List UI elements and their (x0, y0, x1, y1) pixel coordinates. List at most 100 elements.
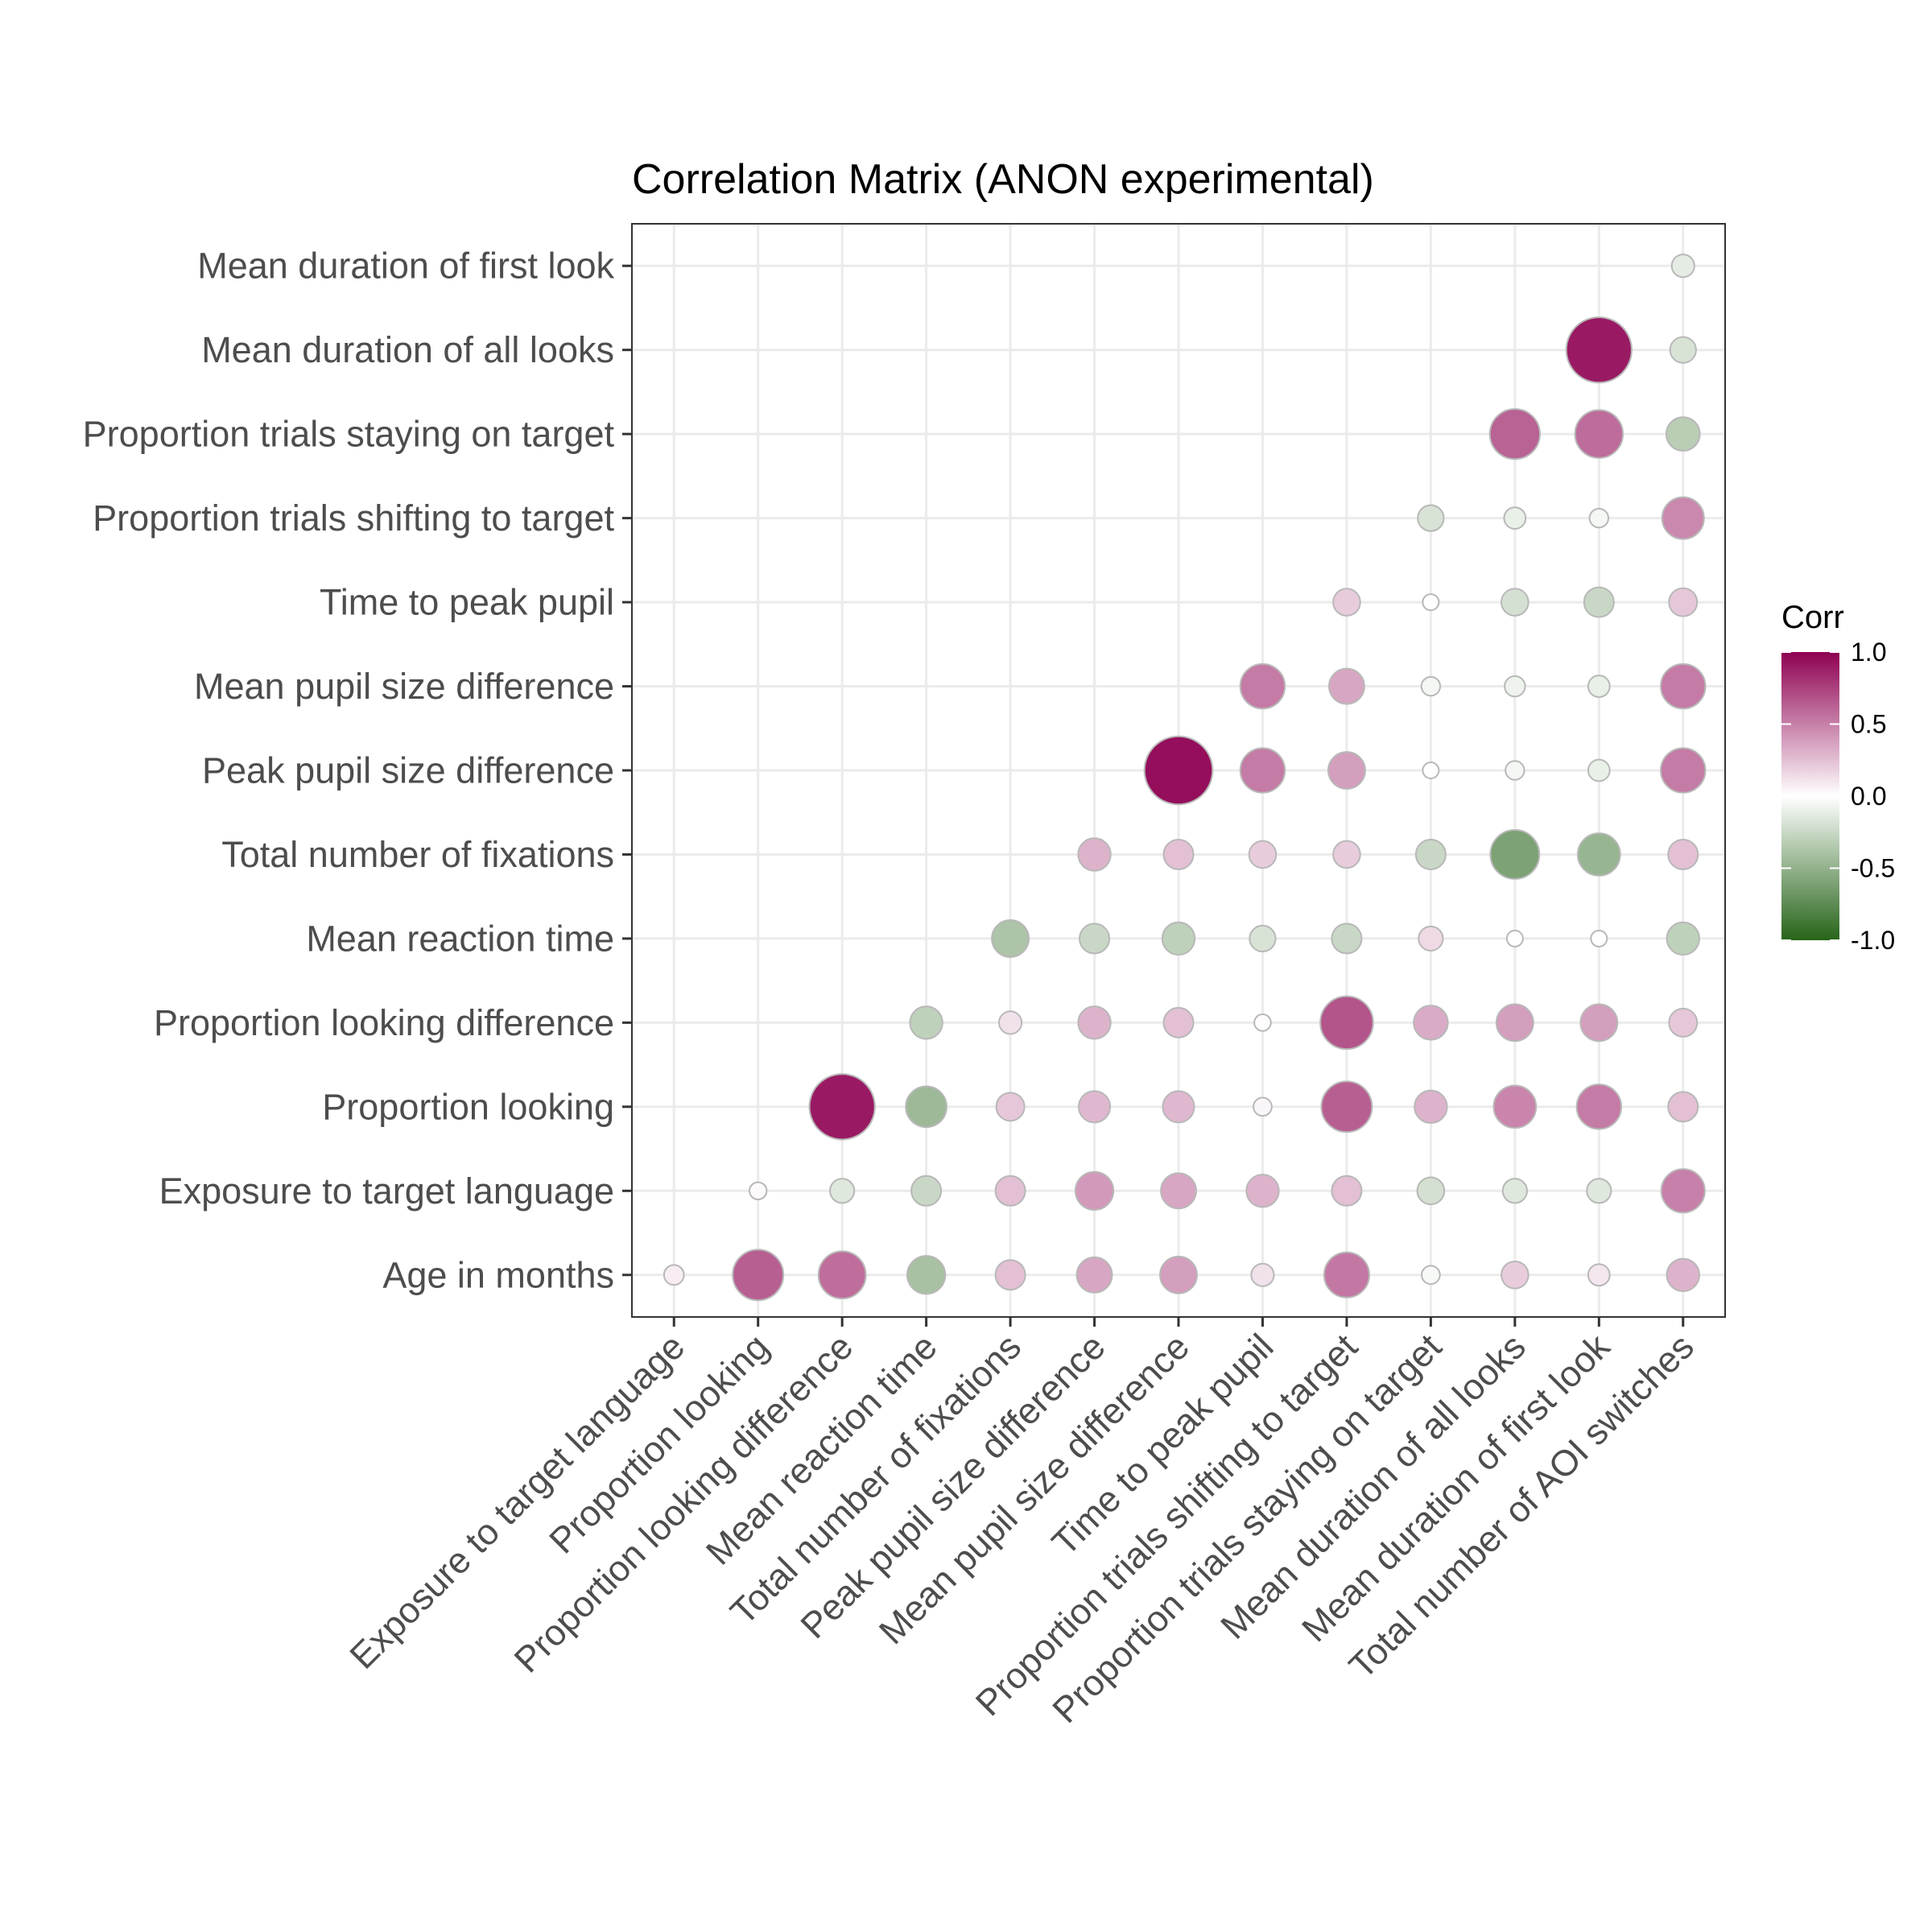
y-tick-label: Proportion looking difference (154, 1002, 614, 1043)
corr-dot-exposure-to-target-language-vs-mean-reaction-time (910, 1174, 943, 1207)
corr-dot-mean-duration-of-all-looks-vs-total-number-of-aoi-switches (1669, 336, 1697, 364)
corr-dot-proportion-looking-difference-vs-total-number-of-aoi-switches (1668, 1007, 1699, 1038)
corr-dot-exposure-to-target-language-vs-proportion-trials-staying-on-target (1416, 1176, 1446, 1206)
corr-dot-proportion-trials-shifting-to-target-vs-mean-duration-of-first-look (1588, 507, 1610, 529)
corr-dot-proportion-looking-vs-mean-duration-of-first-look (1575, 1084, 1622, 1130)
corr-dot-exposure-to-target-language-vs-proportion-trials-shifting-to-target (1331, 1174, 1363, 1207)
corr-dot-mean-reaction-time-vs-proportion-trials-staying-on-target (1418, 925, 1444, 952)
corr-dot-mean-pupil-size-difference-vs-proportion-trials-staying-on-target (1420, 675, 1442, 697)
corr-dot-total-number-of-fixations-vs-peak-pupil-size-difference (1077, 837, 1112, 872)
corr-dot-exposure-to-target-language-vs-mean-duration-of-first-look (1586, 1178, 1612, 1204)
corr-dot-time-to-peak-pupil-vs-mean-duration-of-first-look (1583, 586, 1615, 618)
corr-dot-exposure-to-target-language-vs-time-to-peak-pupil (1245, 1174, 1280, 1208)
corr-dot-age-in-months-vs-proportion-looking-difference (817, 1250, 867, 1300)
corr-dot-age-in-months-vs-proportion-looking (732, 1249, 785, 1302)
corr-dot-peak-pupil-size-difference-vs-mean-duration-of-all-looks (1505, 760, 1525, 781)
corr-dot-proportion-looking-vs-total-number-of-fixations (995, 1092, 1026, 1122)
corr-dot-proportion-trials-staying-on-target-vs-mean-duration-of-first-look (1574, 409, 1624, 459)
y-tick-label: Mean duration of first look (197, 246, 614, 287)
corr-dot-mean-duration-of-all-looks-vs-mean-duration-of-first-look (1565, 316, 1633, 384)
corr-dot-age-in-months-vs-total-number-of-fixations (994, 1259, 1026, 1291)
legend-tick-label: 0.0 (1851, 782, 1886, 811)
corr-dot-peak-pupil-size-difference-vs-time-to-peak-pupil (1239, 747, 1286, 794)
corr-dot-exposure-to-target-language-vs-proportion-looking (749, 1181, 768, 1200)
corr-dot-time-to-peak-pupil-vs-proportion-trials-shifting-to-target (1332, 588, 1361, 617)
corr-dot-proportion-looking-vs-peak-pupil-size-difference (1078, 1090, 1112, 1124)
y-tick-label: Time to peak pupil (320, 582, 614, 623)
corr-dot-proportion-looking-difference-vs-mean-pupil-size-difference (1162, 1006, 1195, 1038)
corr-dot-mean-pupil-size-difference-vs-mean-duration-of-first-look (1587, 675, 1611, 698)
corr-dot-age-in-months-vs-mean-duration-of-all-looks (1501, 1260, 1530, 1290)
legend-tick-label: -0.5 (1851, 854, 1895, 883)
y-tick-label: Age in months (382, 1254, 614, 1295)
corr-dot-proportion-looking-vs-proportion-trials-shifting-to-target (1320, 1080, 1373, 1133)
y-tick-label: Proportion trials shifting to target (93, 497, 614, 539)
color-legend: Corr 1.0 0.5 0.0 -0.5 -1.0 (1781, 600, 1895, 955)
corr-dot-total-number-of-fixations-vs-proportion-trials-shifting-to-target (1332, 840, 1361, 869)
corr-dot-proportion-looking-vs-proportion-trials-staying-on-target (1414, 1089, 1448, 1125)
corr-dot-time-to-peak-pupil-vs-total-number-of-aoi-switches (1668, 587, 1699, 617)
y-tick-label: Mean pupil size difference (194, 666, 614, 707)
corr-dot-proportion-looking-difference-vs-proportion-trials-staying-on-target (1413, 1005, 1449, 1041)
y-tick-label: Peak pupil size difference (202, 750, 614, 791)
legend-title: Corr (1781, 600, 1844, 635)
corr-dot-age-in-months-vs-proportion-trials-shifting-to-target (1323, 1251, 1370, 1298)
corr-dot-age-in-months-vs-mean-pupil-size-difference (1159, 1255, 1198, 1294)
corr-dot-total-number-of-fixations-vs-mean-duration-of-first-look (1576, 832, 1621, 877)
legend-tick-label: 1.0 (1851, 638, 1886, 667)
corr-dot-age-in-months-vs-exposure-to-target-language (663, 1264, 685, 1286)
corr-dot-proportion-trials-staying-on-target-vs-mean-duration-of-all-looks (1488, 408, 1541, 460)
corr-dot-total-number-of-fixations-vs-total-number-of-aoi-switches (1667, 838, 1699, 870)
y-tick-label: Exposure to target language (159, 1170, 614, 1212)
corr-dot-proportion-looking-difference-vs-total-number-of-fixations (997, 1010, 1023, 1035)
corr-dot-proportion-looking-vs-time-to-peak-pupil (1253, 1096, 1273, 1117)
corr-dot-mean-reaction-time-vs-total-number-of-aoi-switches (1666, 921, 1700, 956)
corr-dot-mean-pupil-size-difference-vs-mean-duration-of-all-looks (1504, 675, 1526, 698)
corr-dot-age-in-months-vs-mean-reaction-time (906, 1255, 947, 1295)
corr-dot-time-to-peak-pupil-vs-mean-duration-of-all-looks (1501, 588, 1530, 617)
y-tick-label: Proportion looking (322, 1086, 614, 1127)
corr-dot-proportion-looking-vs-total-number-of-aoi-switches (1667, 1091, 1699, 1123)
y-tick-label: Mean reaction time (306, 918, 614, 959)
corr-dot-proportion-looking-difference-vs-mean-reaction-time (909, 1005, 943, 1040)
corr-dot-mean-pupil-size-difference-vs-proportion-trials-shifting-to-target (1328, 667, 1365, 705)
y-tick-label: Total number of fixations (221, 834, 614, 875)
corr-dot-peak-pupil-size-difference-vs-proportion-trials-staying-on-target (1422, 762, 1440, 779)
corr-dot-exposure-to-target-language-vs-total-number-of-fixations (994, 1174, 1026, 1207)
corr-dot-total-number-of-fixations-vs-mean-duration-of-all-looks (1489, 829, 1541, 880)
legend-tick-label: 0.5 (1851, 710, 1886, 739)
corr-dot-proportion-trials-shifting-to-target-vs-total-number-of-aoi-switches (1661, 496, 1705, 540)
corr-dot-proportion-looking-vs-mean-pupil-size-difference (1162, 1090, 1195, 1124)
corr-dot-age-in-months-vs-time-to-peak-pupil (1250, 1262, 1275, 1287)
corr-dot-age-in-months-vs-mean-duration-of-first-look (1587, 1263, 1611, 1287)
corr-dot-peak-pupil-size-difference-vs-total-number-of-aoi-switches (1660, 747, 1707, 794)
corr-dot-mean-duration-of-first-look-vs-total-number-of-aoi-switches (1670, 254, 1695, 279)
corr-dot-exposure-to-target-language-vs-mean-duration-of-all-looks (1501, 1178, 1528, 1204)
corr-dot-total-number-of-fixations-vs-proportion-trials-staying-on-target (1414, 838, 1447, 870)
corr-dot-proportion-looking-vs-proportion-looking-difference (808, 1073, 876, 1141)
corr-dot-mean-reaction-time-vs-mean-pupil-size-difference (1161, 921, 1196, 956)
corr-dot-proportion-looking-difference-vs-mean-duration-of-first-look (1579, 1003, 1619, 1042)
corr-dot-age-in-months-vs-peak-pupil-size-difference (1075, 1256, 1113, 1294)
corr-dot-peak-pupil-size-difference-vs-proportion-trials-shifting-to-target (1327, 751, 1366, 790)
corr-dot-proportion-trials-shifting-to-target-vs-mean-duration-of-all-looks (1503, 506, 1527, 530)
corr-dot-peak-pupil-size-difference-vs-mean-duration-of-first-look (1587, 758, 1611, 782)
y-tick-label: Mean duration of all looks (201, 329, 614, 370)
corr-dot-mean-reaction-time-vs-proportion-trials-shifting-to-target (1331, 923, 1363, 955)
corr-dot-mean-pupil-size-difference-vs-time-to-peak-pupil (1239, 663, 1286, 710)
corr-dot-peak-pupil-size-difference-vs-mean-pupil-size-difference (1143, 735, 1214, 806)
corr-dot-mean-reaction-time-vs-mean-duration-of-first-look (1590, 929, 1608, 947)
corr-dot-age-in-months-vs-proportion-trials-staying-on-target (1421, 1265, 1441, 1286)
corr-dot-exposure-to-target-language-vs-proportion-looking-difference (829, 1178, 856, 1204)
corr-dot-mean-reaction-time-vs-mean-duration-of-all-looks (1505, 929, 1524, 947)
corr-dot-total-number-of-fixations-vs-mean-pupil-size-difference (1162, 838, 1195, 870)
corr-dot-mean-pupil-size-difference-vs-total-number-of-aoi-switches (1660, 663, 1707, 710)
corr-dot-total-number-of-fixations-vs-time-to-peak-pupil (1248, 840, 1278, 869)
y-tick-label: Proportion trials staying on target (83, 414, 615, 455)
corr-dot-exposure-to-target-language-vs-mean-pupil-size-difference (1160, 1172, 1197, 1210)
corr-dot-proportion-looking-difference-vs-proportion-trials-shifting-to-target (1319, 995, 1374, 1051)
x-tick-label: Exposure to target language (341, 1326, 692, 1677)
corr-dot-proportion-looking-difference-vs-mean-duration-of-all-looks (1495, 1003, 1534, 1042)
